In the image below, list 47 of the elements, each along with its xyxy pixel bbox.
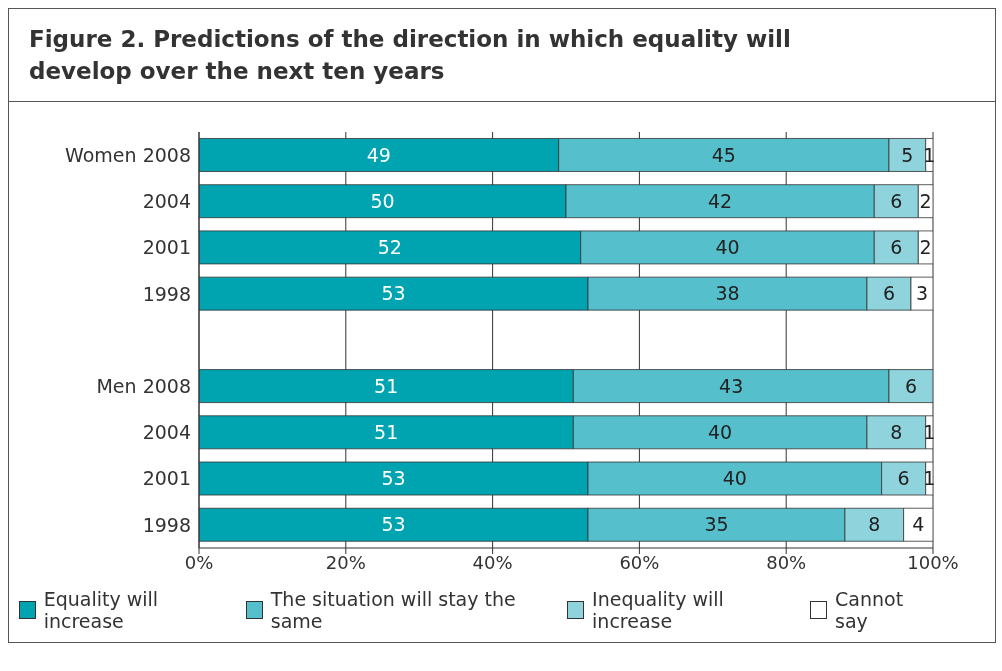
y-tick-label: 1998 bbox=[142, 282, 191, 305]
legend-label: Inequality will increase bbox=[592, 588, 725, 632]
data-label: 53 bbox=[381, 467, 406, 490]
x-tick-label: 20% bbox=[325, 551, 366, 573]
data-label: 49 bbox=[366, 143, 391, 166]
data-label: 40 bbox=[722, 467, 747, 490]
x-tick-label: 100% bbox=[907, 551, 959, 573]
data-label: 45 bbox=[711, 143, 736, 166]
x-tick-label: 80% bbox=[766, 551, 807, 573]
data-label: 6 bbox=[890, 236, 903, 259]
legend-label: Equality will increase bbox=[43, 588, 160, 632]
data-label: 53 bbox=[381, 282, 406, 305]
x-tick-label: 40% bbox=[472, 551, 513, 573]
data-label: 8 bbox=[890, 421, 903, 444]
data-label: 52 bbox=[377, 236, 402, 259]
data-label: 2 bbox=[919, 189, 932, 212]
y-tick-label: Men 2008 bbox=[96, 374, 191, 397]
data-label: 6 bbox=[890, 189, 903, 212]
data-label: 50 bbox=[370, 189, 395, 212]
data-label: 42 bbox=[708, 189, 733, 212]
y-tick-label: Women 2008 bbox=[65, 143, 191, 166]
data-label: 5 bbox=[901, 143, 914, 166]
data-label: 40 bbox=[708, 421, 733, 444]
data-label: 6 bbox=[882, 282, 896, 305]
x-tick-label: 0% bbox=[184, 551, 214, 573]
y-tick-label: 1998 bbox=[142, 513, 191, 536]
x-tick-label: 60% bbox=[619, 551, 660, 573]
data-label: 43 bbox=[719, 374, 744, 397]
legend-label: Cannot say bbox=[835, 588, 905, 632]
data-label: 51 bbox=[374, 421, 399, 444]
data-label: 4 bbox=[912, 513, 925, 536]
data-label: 51 bbox=[374, 374, 399, 397]
data-label: 38 bbox=[715, 282, 740, 305]
y-tick-label: 2001 bbox=[142, 467, 191, 490]
data-label: 8 bbox=[868, 513, 881, 536]
data-label: 3 bbox=[915, 282, 929, 305]
data-label: 6 bbox=[904, 374, 918, 397]
data-label: 53 bbox=[381, 513, 406, 536]
data-label: 6 bbox=[897, 467, 910, 490]
legend-label: The situation will stay the same bbox=[270, 588, 517, 632]
data-label: 35 bbox=[704, 513, 729, 536]
data-label: 40 bbox=[715, 236, 740, 259]
y-tick-label: 2001 bbox=[142, 236, 191, 259]
data-label: 2 bbox=[919, 236, 932, 259]
y-tick-label: 2004 bbox=[142, 421, 191, 444]
y-tick-label: 2004 bbox=[142, 190, 191, 213]
chart-title: Figure 2. Predictions of the direction in which equality will develop over the next ten years bbox=[9, 9, 995, 102]
